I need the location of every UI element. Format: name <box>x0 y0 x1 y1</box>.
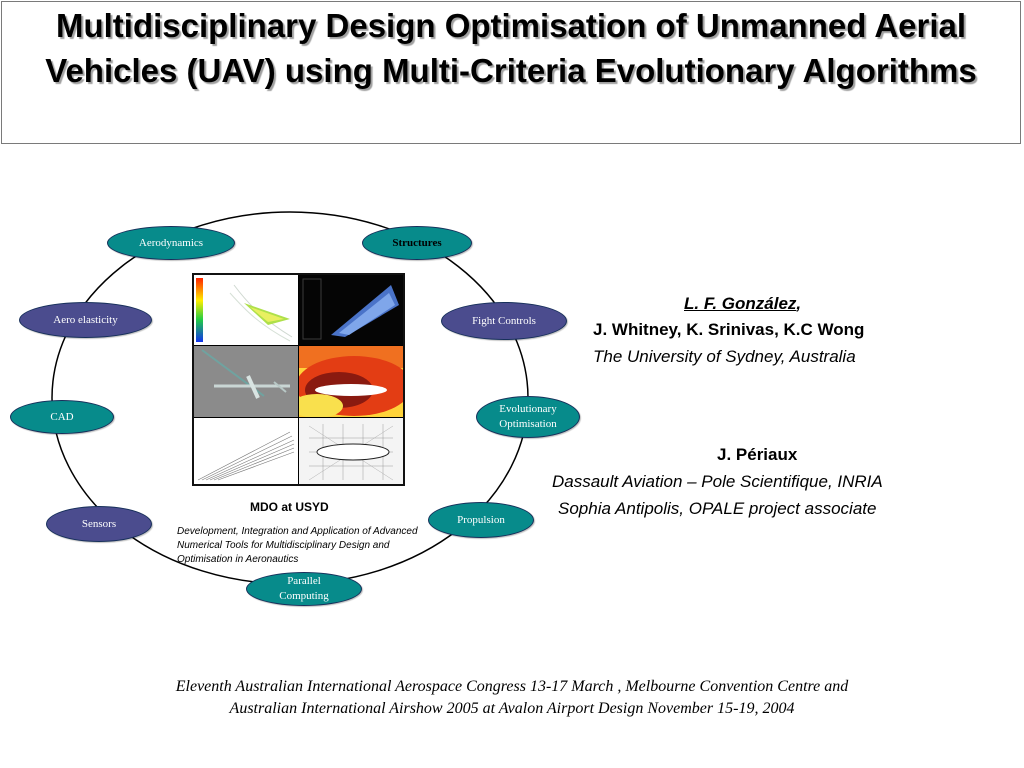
footer-line-2: Australian International Airshow 2005 at… <box>229 700 795 717</box>
node-parallel-computing: Parallel Computing <box>246 572 362 606</box>
simulation-image-panel <box>192 273 405 486</box>
conference-footer: Eleventh Australian International Aerosp… <box>60 676 964 720</box>
affiliation-1: The University of Sydney, Australia <box>593 347 856 366</box>
node-aerodynamics-label: Aerodynamics <box>138 236 204 249</box>
node-structures-label: Structures <box>392 236 442 249</box>
airfoil-mesh-image <box>299 418 403 484</box>
title-box: Multidisciplinary Design Optimisation of… <box>1 1 1021 144</box>
affiliation-2-line-2: Sophia Antipolis, OPALE project associat… <box>558 499 877 518</box>
center-label: MDO at USYD <box>250 500 329 514</box>
page-title: Multidisciplinary Design Optimisation of… <box>45 7 977 89</box>
node-parallel-computing-label: Parallel Computing <box>279 575 329 602</box>
coauthors: J. Whitney, K. Srinivas, K.C Wong <box>593 320 865 339</box>
node-structures: Structures <box>362 226 472 260</box>
node-evolutionary-optimisation: Evolutionary Optimisation <box>476 396 580 438</box>
node-propulsion: Propulsion <box>428 502 534 538</box>
node-aero-elasticity-label: Aero elasticity <box>53 313 118 326</box>
node-aero-elasticity: Aero elasticity <box>19 302 152 338</box>
center-description: Development, Integration and Application… <box>177 526 418 565</box>
footer-line-1: Eleventh Australian International Aerosp… <box>175 678 849 695</box>
lead-author-line: L. F. González, <box>684 294 801 314</box>
node-fight-controls: Fight Controls <box>441 302 567 340</box>
node-aerodynamics: Aerodynamics <box>107 226 235 260</box>
author-2: J. Périaux <box>717 445 798 464</box>
structures-wing-image <box>299 275 403 345</box>
affiliation-2-line-1: Dassault Aviation – Pole Scientifique, I… <box>552 472 883 491</box>
lead-author-name: L. F. González <box>684 294 797 313</box>
node-sensors: Sensors <box>46 506 152 542</box>
node-sensors-label: Sensors <box>81 517 117 530</box>
node-cad-label: CAD <box>50 410 74 423</box>
node-evolutionary-optimisation-label: Evolutionary Optimisation <box>499 403 557 430</box>
cfd-wing-image <box>194 275 298 345</box>
node-cad: CAD <box>10 400 114 434</box>
pressure-contour-image <box>299 346 403 417</box>
node-fight-controls-label: Fight Controls <box>472 314 536 327</box>
node-propulsion-label: Propulsion <box>457 513 505 526</box>
uav-model-image <box>194 346 298 417</box>
mesh-wireframe-image <box>194 418 298 484</box>
lead-author-comma: , <box>796 294 802 313</box>
